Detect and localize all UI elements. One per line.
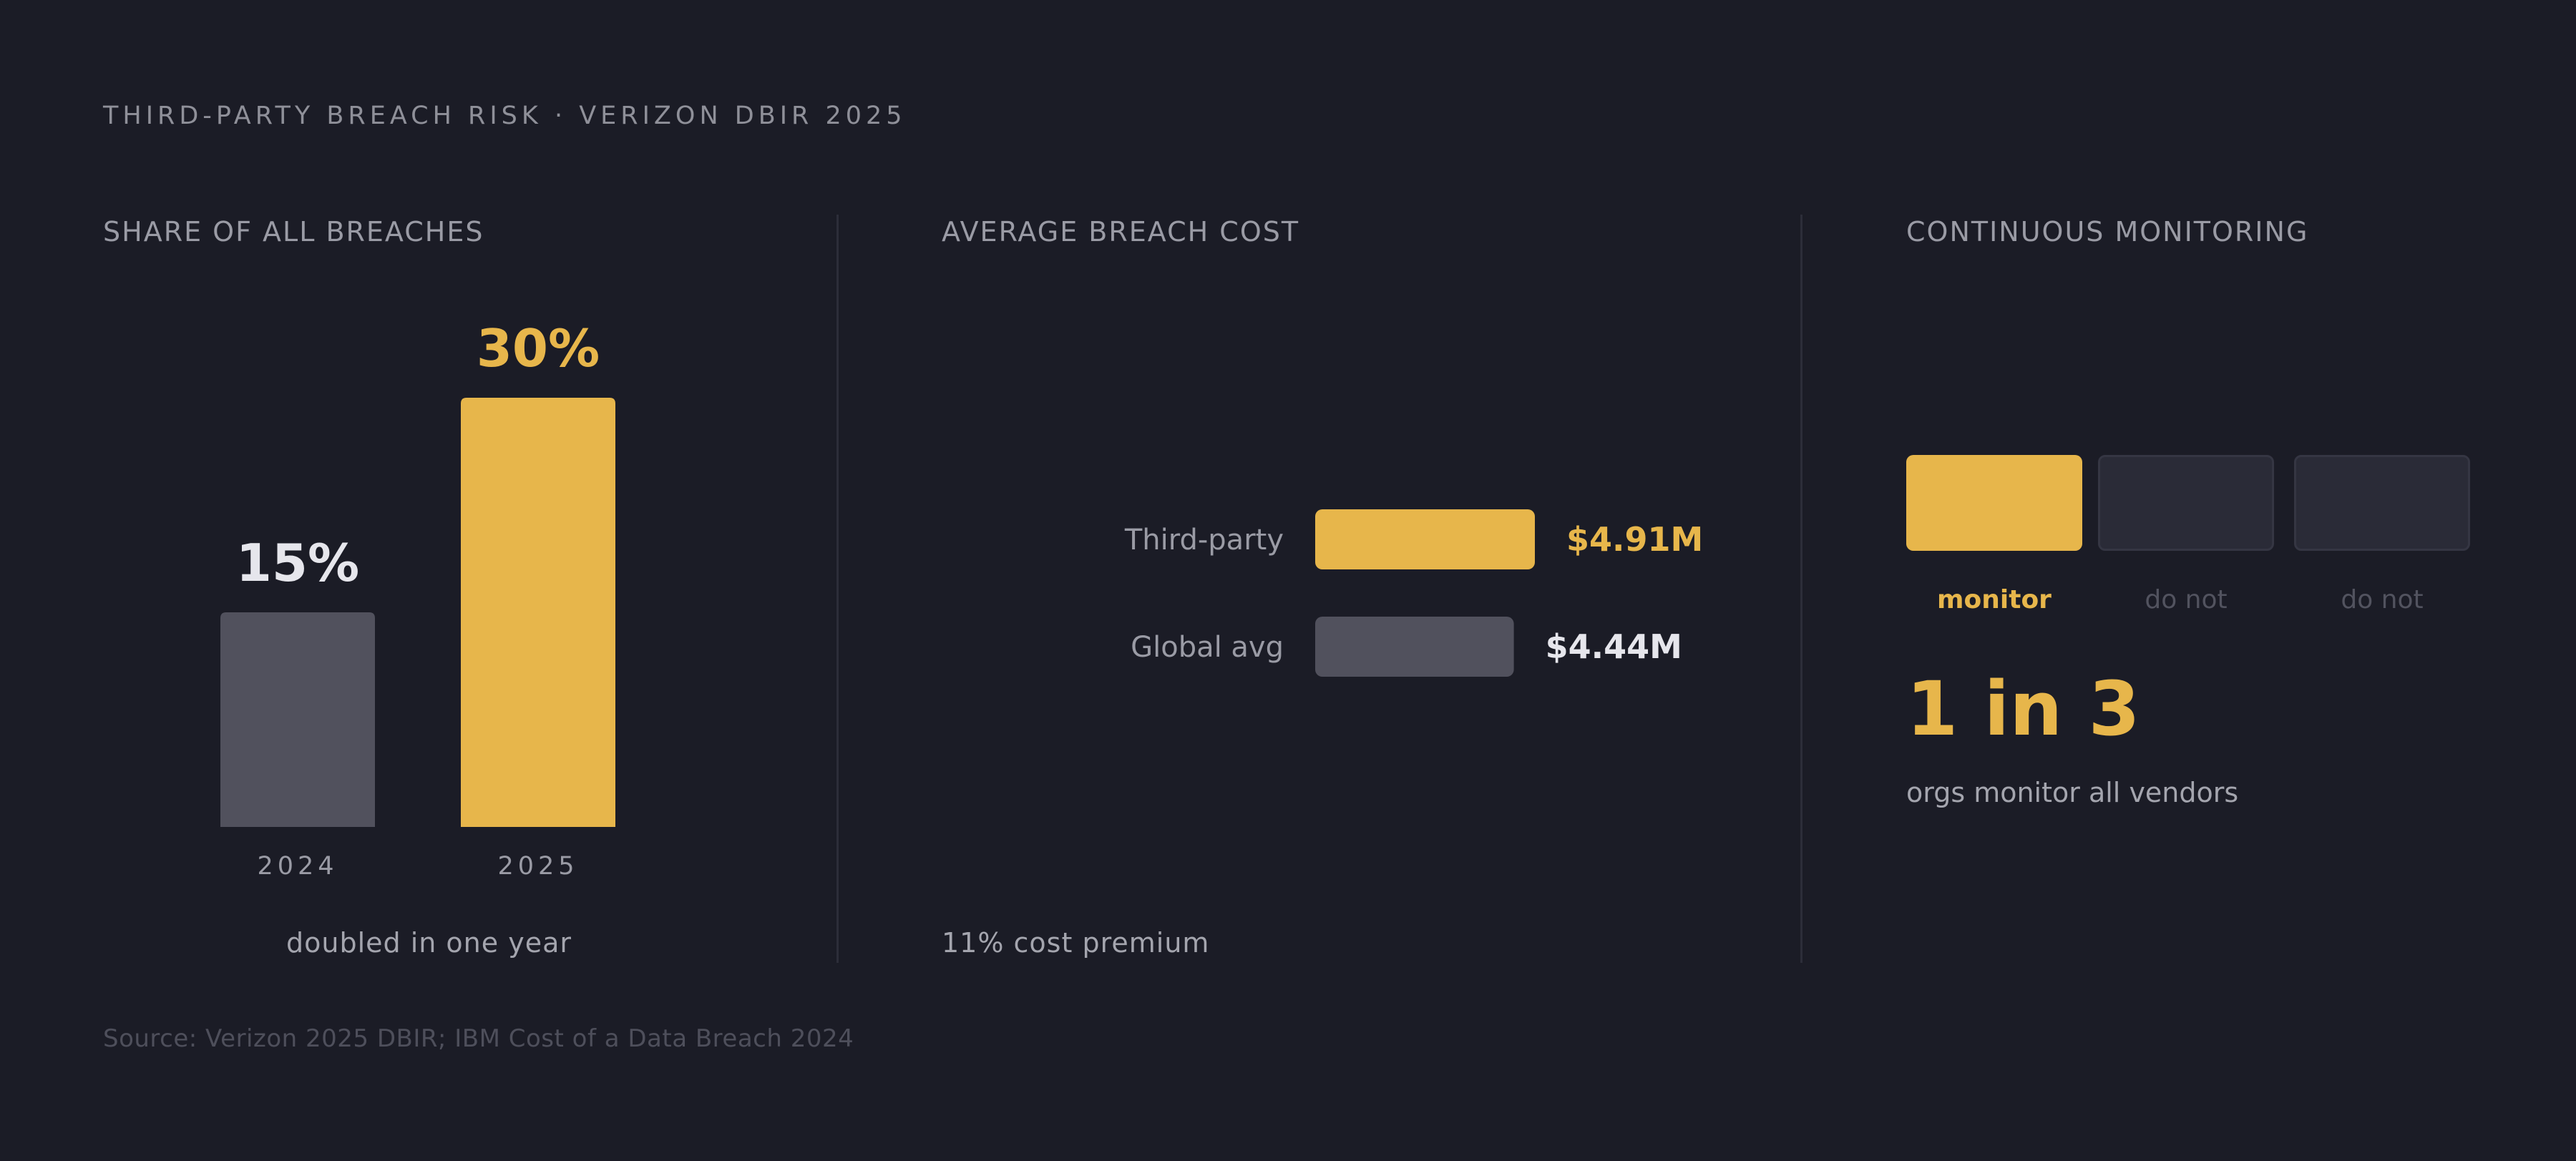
bar-value-label: $4.44M bbox=[1546, 627, 1682, 666]
panel-footnote-cost: 11% cost premium bbox=[942, 927, 1210, 959]
no-monitor-label: do not bbox=[2341, 585, 2424, 614]
monitor-label: monitor bbox=[1937, 585, 2051, 614]
category-label: Third-party bbox=[1124, 524, 1284, 557]
x-tick-label: 2025 bbox=[497, 852, 578, 881]
cost-bar-chart: Third-party $4.91M Global avg $4.44M bbox=[1124, 509, 1703, 677]
panel-divider bbox=[1800, 215, 1802, 963]
no-monitor-box bbox=[2294, 455, 2470, 551]
monitor-box bbox=[1906, 455, 2082, 551]
bar-value-label: $4.91M bbox=[1566, 520, 1703, 559]
bar-value-label: 15% bbox=[236, 533, 359, 593]
bar-value-label: 30% bbox=[477, 318, 600, 378]
panel-title-monitoring: CONTINUOUS MONITORING bbox=[1906, 216, 2309, 248]
share-bar-chart: 15% 2024 30% 2025 bbox=[220, 318, 615, 881]
page-kicker: THIRD-PARTY BREACH RISK · VERIZON DBIR 2… bbox=[103, 102, 907, 130]
x-tick-label: 2024 bbox=[257, 852, 338, 881]
panel-title-cost: AVERAGE BREACH COST bbox=[942, 216, 1300, 248]
no-monitor-box bbox=[2098, 455, 2274, 551]
monitoring-stat: 1 in 3 bbox=[1906, 665, 2140, 753]
panel-footnote-share: doubled in one year bbox=[286, 927, 572, 959]
panel-title-share: SHARE OF ALL BREACHES bbox=[103, 216, 484, 248]
bar-third-party bbox=[1315, 509, 1535, 569]
bar-global-avg bbox=[1315, 617, 1514, 677]
panel-divider bbox=[836, 215, 839, 963]
monitoring-caption: orgs monitor all vendors bbox=[1906, 777, 2239, 808]
no-monitor-label: do not bbox=[2145, 585, 2228, 614]
bar-2024 bbox=[220, 612, 375, 827]
category-label: Global avg bbox=[1131, 631, 1284, 664]
bar-2025 bbox=[461, 398, 615, 827]
source-note: Source: Verizon 2025 DBIR; IBM Cost of a… bbox=[103, 1024, 854, 1053]
